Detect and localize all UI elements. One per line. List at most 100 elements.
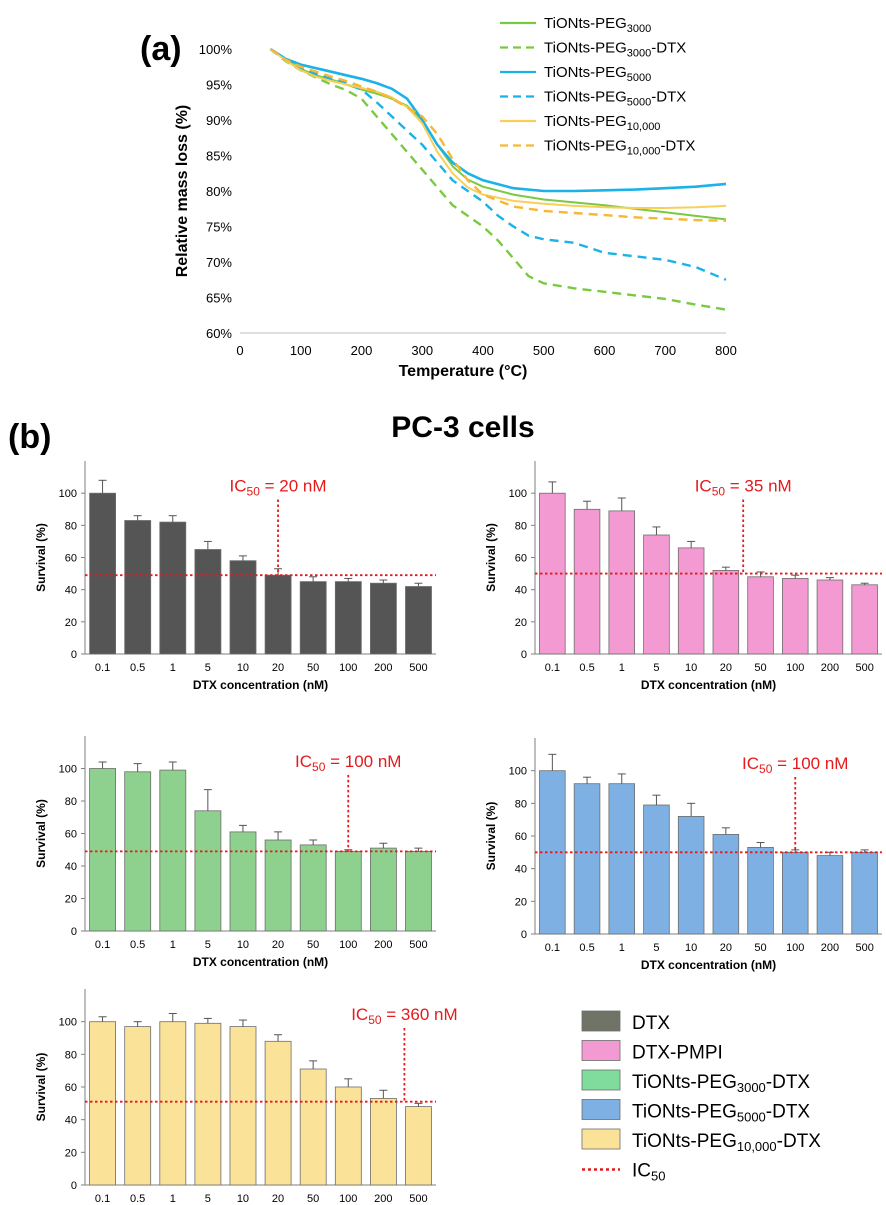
- tga-x-tick-label: 200: [351, 343, 373, 358]
- ic50-label-suffix: = 100 nM: [772, 754, 848, 773]
- ic50-label-suffix: = 20 nM: [260, 477, 327, 496]
- bar-x-tick-label: 100: [339, 939, 357, 951]
- bar-y-tick-label: 80: [65, 520, 77, 532]
- bar-x-tick-label: 10: [237, 1193, 249, 1205]
- bar: [194, 549, 222, 655]
- bar-y-tick-label: 0: [71, 1180, 77, 1192]
- bar-x-tick-label: 20: [272, 662, 284, 674]
- legend-label-main: DTX-PMPI: [632, 1043, 723, 1064]
- legend-label-sub: 3000: [737, 1080, 766, 1095]
- tga-legend-label: TiONts-PEG10,000-DTX: [544, 138, 695, 158]
- bar-y-tick-label: 40: [515, 864, 527, 876]
- bar-x-tick-label: 500: [409, 939, 427, 951]
- tga-x-tick-label: 400: [472, 343, 494, 358]
- bar-x-tick-label: 10: [237, 939, 249, 951]
- ic50-label-sub: 50: [368, 1013, 382, 1027]
- tga-x-tick-label: 800: [715, 343, 737, 358]
- panel-a-label: (a): [140, 30, 182, 68]
- bar: [677, 816, 705, 935]
- tga-x-tick-label: 100: [290, 343, 312, 358]
- ic50-label: IC50 = 20 nM: [230, 477, 327, 499]
- bar: [851, 851, 878, 935]
- tga-series-line: [269, 47, 727, 193]
- tga-series-line: [269, 48, 727, 209]
- bar: [369, 847, 397, 932]
- bar-x-tick-label: 5: [205, 1193, 211, 1205]
- bar-y-tick-label: 60: [65, 1082, 77, 1094]
- bar: [229, 1026, 257, 1186]
- bar: [159, 1021, 187, 1186]
- bar-x-tick-label: 10: [685, 662, 697, 674]
- bar: [816, 579, 844, 655]
- bar: [264, 574, 292, 655]
- tga-legend-label-sub: 10,000: [627, 121, 661, 133]
- bar-x-tick-label: 0.5: [579, 942, 594, 954]
- bar: [369, 582, 397, 655]
- legend-label-main: DTX: [632, 1013, 670, 1034]
- tga-legend-label-sub: 10,000: [627, 146, 661, 158]
- bar-y-tick-label: 80: [65, 1049, 77, 1061]
- bar-x-tick-label: 1: [619, 942, 625, 954]
- bar: [89, 768, 116, 932]
- tga-y-tick-label: 70%: [206, 255, 232, 270]
- bar-x-tick-label: 0.1: [95, 1193, 110, 1205]
- bar: [369, 1098, 397, 1186]
- bar-x-tick-label: 0.1: [95, 662, 110, 674]
- bar-x-tick-label: 200: [821, 662, 839, 674]
- tga-legend-label: TiONts-PEG5000: [544, 64, 651, 84]
- survival-chart: 0 20 40 60 80 100 0.1 0.5 1 5 10 20 50 100 200 500 IC50 …: [34, 736, 436, 969]
- bar-y-tick-label: 20: [515, 617, 527, 629]
- tga-y-tick-label: 60%: [206, 326, 232, 341]
- tga-legend-label: TiONts-PEG10,000: [544, 113, 660, 133]
- tga-series-line: [269, 48, 727, 311]
- bar-x-tick-label: 1: [170, 1193, 176, 1205]
- bar-x-axis-title: DTX concentration (nM): [193, 955, 328, 969]
- bar: [89, 1021, 116, 1186]
- bar-x-tick-label: 500: [855, 942, 873, 954]
- bar-x-tick-label: 10: [685, 942, 697, 954]
- bar-x-tick-label: 10: [237, 662, 249, 674]
- tga-legend-label-suffix: -DTX: [660, 138, 695, 155]
- tga-y-tick-label: 65%: [206, 291, 232, 306]
- bar-y-tick-label: 20: [515, 896, 527, 908]
- tga-legend-label-suffix: -DTX: [651, 40, 686, 57]
- bar: [816, 855, 844, 935]
- tga-legend-label-main: TiONts-PEG: [544, 64, 627, 81]
- bar-y-tick-label: 20: [65, 1147, 77, 1159]
- tga-y-tick-label: 80%: [206, 184, 232, 199]
- legend-swatch: [581, 1128, 621, 1150]
- bar-x-tick-label: 1: [170, 662, 176, 674]
- bar-x-tick-label: 500: [409, 1193, 427, 1205]
- legend-label-suffix: -DTX: [777, 1131, 822, 1152]
- tga-legend-label-suffix: -DTX: [651, 89, 686, 106]
- tga-y-tick-label: 85%: [206, 149, 232, 164]
- bar-x-tick-label: 20: [720, 662, 732, 674]
- bar: [712, 570, 740, 655]
- tga-y-axis-title: Relative mass loss (%): [174, 105, 191, 278]
- ic50-label-suffix: = 360 nM: [382, 1005, 458, 1024]
- bar-x-tick-label: 100: [786, 662, 804, 674]
- bar-y-axis-title: Survival (%): [484, 802, 498, 871]
- survival-chart: 0 20 40 60 80 100 0.1 0.5 1 5 10 20 50 100 200 500 IC50 …: [34, 461, 436, 692]
- legend-swatch: [581, 1099, 621, 1120]
- bar-y-tick-label: 20: [65, 894, 77, 906]
- legend-swatch: [581, 1040, 621, 1061]
- bar: [608, 783, 636, 935]
- tga-y-tick-label: 75%: [206, 220, 232, 235]
- tga-x-tick-label: 500: [533, 343, 555, 358]
- legend-swatch: [581, 1010, 621, 1032]
- bar-y-tick-label: 0: [521, 649, 527, 661]
- ic50-label: IC50 = 100 nM: [295, 752, 401, 774]
- ic50-label-main: IC: [230, 477, 247, 496]
- bar-y-tick-label: 20: [65, 617, 77, 629]
- bar: [643, 804, 670, 935]
- tga-legend-label-main: TiONts-PEG: [544, 89, 627, 106]
- tga-legend-label-main: TiONts-PEG: [544, 138, 627, 155]
- bar: [782, 578, 809, 655]
- ic50-label-suffix: = 100 nM: [325, 752, 401, 771]
- bar-x-tick-label: 1: [170, 939, 176, 951]
- bar: [747, 576, 774, 655]
- bar: [299, 844, 327, 932]
- legend-label-main: IC: [632, 1161, 651, 1182]
